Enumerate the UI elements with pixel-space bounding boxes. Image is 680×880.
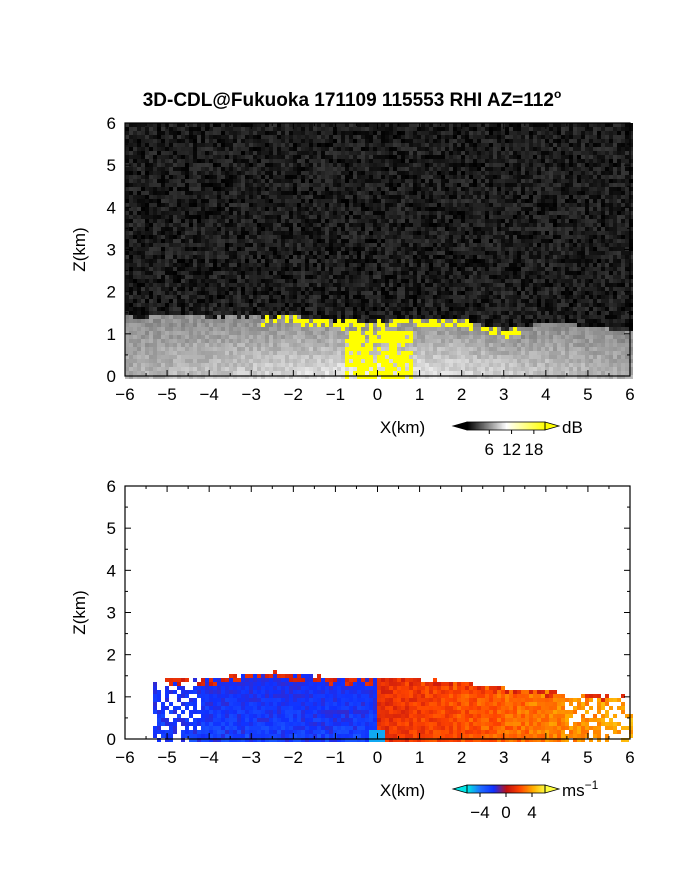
colorbar-tick-label: −4 xyxy=(470,803,489,822)
y-tick-label: 0 xyxy=(107,730,116,749)
y-tick-label: 3 xyxy=(107,604,116,623)
y-tick-label: 1 xyxy=(107,688,116,707)
colorbar: −4 0 4 ms−1 xyxy=(451,778,599,822)
x-tick-label: −4 xyxy=(199,748,218,767)
y-axis: 0 1 2 3 4 5 6 Z(km) xyxy=(70,114,630,386)
x-tick-label: 6 xyxy=(625,748,634,767)
y-tick-label: 5 xyxy=(107,156,116,175)
x-tick-label: 4 xyxy=(541,385,550,404)
colorbar-tick-label: 12 xyxy=(502,440,521,459)
y-tick-label: 1 xyxy=(107,325,116,344)
x-tick-label: −2 xyxy=(284,385,303,404)
y-axis-label: Z(km) xyxy=(70,227,89,271)
y-axis: 0 1 2 3 4 5 6 Z(km) xyxy=(70,477,630,749)
y-tick-label: 4 xyxy=(107,198,116,217)
x-tick-label: 5 xyxy=(583,385,592,404)
x-tick-label: 1 xyxy=(415,748,424,767)
x-tick-label: −6 xyxy=(115,385,134,404)
y-tick-label: 2 xyxy=(107,646,116,665)
x-tick-label: −1 xyxy=(326,385,345,404)
y-tick-label: 6 xyxy=(107,114,116,133)
colorbar-unit: dB xyxy=(562,418,583,437)
heatmap-field xyxy=(153,670,633,742)
x-tick-label: −3 xyxy=(242,385,261,404)
x-tick-label: 0 xyxy=(373,385,382,404)
y-tick-label: 4 xyxy=(107,561,116,580)
x-tick-label: −6 xyxy=(115,748,134,767)
x-axis: −6 −5 −4 −3 −2 −1 0 1 2 3 4 5 6 X(km) xyxy=(115,123,635,437)
colorbar-tick-label: 0 xyxy=(501,803,510,822)
x-tick-label: 3 xyxy=(499,748,508,767)
x-axis: −6 −5 −4 −3 −2 −1 0 1 2 3 4 5 6 X(km) xyxy=(115,486,635,800)
x-tick-label: −5 xyxy=(157,385,176,404)
x-tick-label: 2 xyxy=(457,385,466,404)
y-tick-label: 5 xyxy=(107,519,116,538)
y-tick-label: 0 xyxy=(107,367,116,386)
x-tick-label: 0 xyxy=(373,748,382,767)
x-tick-label: 4 xyxy=(541,748,550,767)
colorbar: 6 12 18 dB xyxy=(451,418,583,459)
y-axis-label: Z(km) xyxy=(70,590,89,634)
colorbar-tick-label: 6 xyxy=(485,440,494,459)
x-tick-label: 3 xyxy=(499,385,508,404)
x-tick-label: 2 xyxy=(457,748,466,767)
x-tick-label: −4 xyxy=(199,385,218,404)
x-tick-label: −3 xyxy=(242,748,261,767)
x-tick-label: −1 xyxy=(326,748,345,767)
colorbar-tick-label: 4 xyxy=(527,803,536,822)
y-tick-label: 2 xyxy=(107,283,116,302)
x-axis-label: X(km) xyxy=(380,418,425,437)
x-tick-label: 5 xyxy=(583,748,592,767)
x-axis-label: X(km) xyxy=(380,781,425,800)
x-tick-label: 6 xyxy=(625,385,634,404)
y-tick-label: 6 xyxy=(107,477,116,496)
x-tick-label: −2 xyxy=(284,748,303,767)
y-tick-label: 3 xyxy=(107,241,116,260)
x-tick-label: −5 xyxy=(157,748,176,767)
colorbar-tick-label: 18 xyxy=(524,440,543,459)
colorbar-unit: ms−1 xyxy=(562,778,599,800)
x-tick-label: 1 xyxy=(415,385,424,404)
heatmap-field xyxy=(125,123,633,379)
figure-title: 3D-CDL@Fukuoka 171109 115553 RHI AZ=112o xyxy=(143,87,562,111)
